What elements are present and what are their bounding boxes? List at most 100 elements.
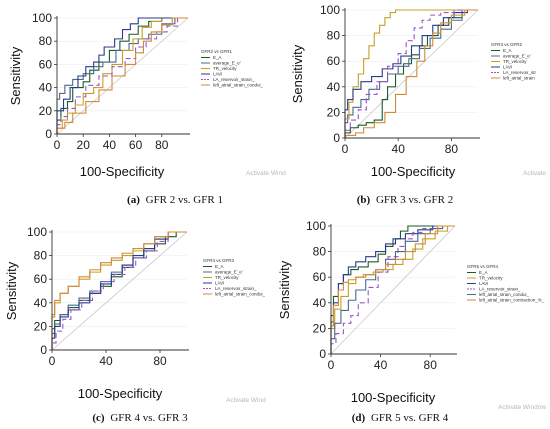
x-tick-label: 20 bbox=[77, 138, 91, 152]
y-tick-label: 60 bbox=[39, 57, 53, 71]
watermark-b: Activate bbox=[523, 170, 547, 177]
series-line-left-atrial-strain bbox=[344, 9, 478, 138]
x-tick-label: 0 bbox=[342, 142, 349, 156]
legend-title: GFR4 vs GFR3 bbox=[203, 258, 235, 263]
series-line-lavi bbox=[56, 17, 188, 134]
legend-label: E_A bbox=[479, 270, 488, 275]
legend-title: GFR5 vs GFR4 bbox=[467, 264, 499, 269]
y-axis-label: Sensitivity bbox=[290, 44, 305, 103]
x-tick-label: 60 bbox=[129, 138, 143, 152]
watermark-a: Activate Wind bbox=[246, 170, 286, 177]
x-axis-label: 100-Specificity bbox=[371, 164, 456, 179]
legend-title: GFR2 vs GFR1 bbox=[201, 49, 233, 54]
legend-label: average_E_e' bbox=[503, 54, 531, 59]
x-tick-label: 80 bbox=[153, 354, 167, 368]
x-axis-label: 100-Specificity bbox=[80, 164, 165, 179]
series-line-lavi bbox=[344, 9, 478, 138]
legend-label: LA_reservoir_strain_ bbox=[213, 77, 255, 82]
legend-label: E_A bbox=[213, 55, 222, 60]
series-line-tr-velocity bbox=[330, 225, 455, 354]
legend-label: LAVI bbox=[213, 72, 222, 77]
caption-a-text: GFR 2 vs. GFR 1 bbox=[146, 194, 223, 206]
watermark-c: Activate Wind bbox=[226, 397, 266, 404]
y-tick-label: 20 bbox=[34, 319, 48, 333]
y-axis-label: Sensitivity bbox=[277, 260, 292, 319]
y-tick-label: 0 bbox=[319, 347, 326, 361]
caption-c-text: GFR 4 vs. GFR 3 bbox=[110, 412, 188, 424]
legend-label: left_atrial_strain_condui_ bbox=[215, 292, 266, 297]
y-tick-label: 80 bbox=[327, 29, 341, 43]
x-axis-label: 100-Specificity bbox=[78, 386, 163, 401]
legend: GFR5 vs GFR4E_ATR_velocityLAVILA_reservo… bbox=[467, 264, 545, 303]
legend-label: LA_reservoir_strain_ bbox=[479, 287, 521, 292]
x-tick-label: 0 bbox=[328, 358, 335, 372]
legend-label: average_E_e' bbox=[213, 61, 241, 66]
caption-a: (a) GFR 2 vs. GFR 1 bbox=[127, 194, 223, 206]
series-line-la-reservoir-str bbox=[344, 9, 478, 138]
caption-c-label: (c) bbox=[92, 412, 105, 424]
x-tick-label: 80 bbox=[445, 142, 459, 156]
reference-diagonal bbox=[344, 9, 479, 139]
caption-a-label: (a) bbox=[127, 194, 140, 206]
series-line-left-atrial-strain-contraction bbox=[330, 225, 455, 354]
caption-b-label: (b) bbox=[357, 194, 371, 206]
y-tick-label: 100 bbox=[27, 225, 47, 239]
roc-panel-a: 0 20 40 60 80 100 0 20 40 60 80 100-Specificity Sens… bbox=[8, 11, 264, 179]
legend-label: TR_velocity bbox=[213, 66, 237, 71]
y-axis-label: Sensitivity bbox=[8, 46, 23, 105]
y-tick-label: 0 bbox=[333, 131, 340, 145]
legend-label: TR_velocity bbox=[503, 59, 527, 64]
y-tick-label: 60 bbox=[34, 272, 48, 286]
y-tick-label: 0 bbox=[45, 127, 52, 141]
y-tick-label: 100 bbox=[32, 11, 52, 25]
y-tick-label: 80 bbox=[39, 34, 53, 48]
y-tick-label: 100 bbox=[306, 219, 326, 233]
legend-label: TR_velocity bbox=[215, 275, 239, 280]
series-line-lavi bbox=[51, 231, 187, 350]
y-tick-label: 20 bbox=[327, 105, 341, 119]
series-line-tr-velocity bbox=[344, 9, 478, 138]
y-tick-label: 20 bbox=[39, 104, 53, 118]
roc-panel-d: 0 20 40 60 80 100 0 40 80 100-Specificity Sensitiv… bbox=[277, 219, 545, 405]
y-tick-label: 80 bbox=[34, 249, 48, 263]
legend-label: LA_reservoir_strain_ bbox=[215, 286, 257, 291]
legend-label: left_atrial_strain bbox=[503, 76, 535, 81]
legend: GFR2 vs GFR1E_Aaverage_E_e'TR_velocityLA… bbox=[201, 49, 264, 88]
x-axis-label: 100-Specificity bbox=[351, 390, 436, 405]
watermark-d: Activate Window bbox=[498, 404, 546, 411]
legend-label: left_atrial_strain_condui_ bbox=[213, 83, 264, 88]
x-tick-label: 40 bbox=[392, 142, 406, 156]
reference-diagonal bbox=[51, 231, 188, 351]
roc-panel-c: 0 20 40 60 80 100 0 40 80 100-Specificity Sensitiv… bbox=[4, 225, 266, 401]
y-tick-label: 60 bbox=[327, 54, 341, 68]
legend: GFR3 vs GFR2E_Aaverage_E_e'TR_velocityLA… bbox=[491, 42, 537, 81]
x-tick-label: 40 bbox=[99, 354, 113, 368]
y-tick-label: 40 bbox=[39, 81, 53, 95]
y-tick-label: 80 bbox=[313, 245, 327, 259]
roc-panel-b: 0 20 40 60 80 100 0 40 80 100-Specificity Sensitiv… bbox=[290, 3, 537, 179]
caption-d-label: (d) bbox=[352, 412, 366, 424]
y-tick-label: 20 bbox=[313, 321, 327, 335]
caption-d-text: GFR 5 vs. GFR 4 bbox=[371, 412, 449, 424]
caption-b-text: GFR 3 vs. GFR 2 bbox=[376, 194, 453, 206]
legend-label: left_atrial_strain_contraction_%_ bbox=[479, 298, 545, 303]
caption-c: (c) GFR 4 vs. GFR 3 bbox=[92, 412, 188, 424]
series-line-la-reservoir-strain bbox=[330, 225, 455, 354]
series-line-left-atrial-strain-condui bbox=[56, 17, 188, 134]
y-tick-label: 40 bbox=[313, 296, 327, 310]
series-line-la-reservoir-strain bbox=[51, 231, 187, 350]
x-tick-label: 40 bbox=[103, 138, 117, 152]
legend-label: average_E_e' bbox=[215, 270, 243, 275]
y-axis-label: Sensitivity bbox=[4, 261, 19, 320]
x-tick-label: 80 bbox=[155, 138, 169, 152]
x-tick-label: 40 bbox=[374, 358, 388, 372]
legend-label: LAVI bbox=[503, 65, 512, 70]
series-line-average-e-e bbox=[344, 9, 478, 138]
legend-label: TR_velocity bbox=[479, 276, 503, 281]
series-line-left-atrial-strain-condui bbox=[51, 231, 187, 350]
y-tick-label: 40 bbox=[327, 80, 341, 94]
y-tick-label: 60 bbox=[313, 270, 327, 284]
legend-label: E_A bbox=[503, 48, 512, 53]
series-line-average-e-e bbox=[56, 17, 188, 134]
